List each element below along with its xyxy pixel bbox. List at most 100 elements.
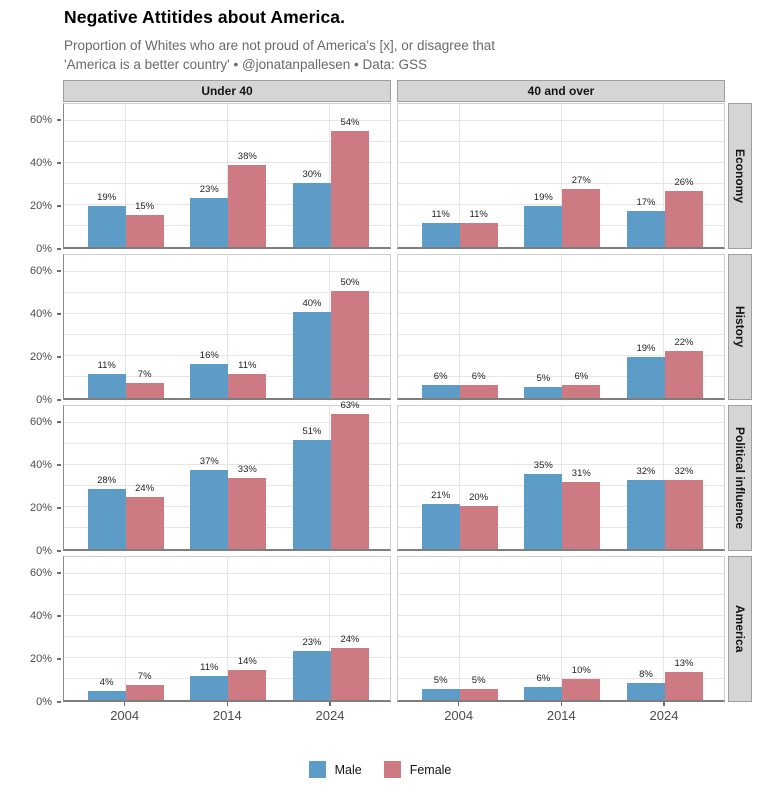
facet-strip-40-and-over: 40 and over	[397, 80, 725, 102]
bar-value-label: 15%	[135, 200, 155, 212]
bar-female	[562, 678, 601, 700]
gridline-horizontal	[64, 333, 390, 335]
gridline-horizontal	[64, 635, 390, 637]
bar-value-label: 21%	[431, 489, 451, 501]
bar-male	[421, 223, 460, 247]
facet-strip-label: Political influence	[733, 426, 747, 530]
x-tick-label: 2024	[649, 708, 679, 723]
y-tick-label: 20%	[29, 653, 52, 666]
gridline-horizontal	[64, 312, 390, 314]
bar-female	[125, 214, 164, 247]
bar-male	[87, 206, 126, 247]
bar-value-label: 23%	[302, 636, 322, 648]
bar-male	[190, 197, 229, 247]
gridline-vertical	[125, 406, 127, 549]
y-tick-mark	[57, 507, 61, 509]
gridline-horizontal	[64, 140, 390, 142]
bar-male	[87, 691, 126, 700]
y-tick-mark	[57, 615, 61, 617]
bar-value-label: 11%	[97, 360, 116, 372]
bar-male	[421, 503, 460, 549]
bar-male	[524, 473, 563, 549]
bar-female	[228, 165, 267, 247]
bar-male	[626, 357, 665, 398]
bar-female	[664, 480, 703, 549]
gridline-horizontal	[398, 656, 724, 658]
bar-female	[125, 497, 164, 549]
y-tick-mark	[57, 550, 61, 552]
gridline-vertical	[663, 104, 665, 247]
gridline-vertical	[125, 104, 127, 247]
bar-value-label: 6%	[536, 673, 551, 685]
bar-male	[292, 182, 331, 247]
gridline-horizontal	[398, 677, 724, 679]
bar-value-label: 19%	[636, 343, 656, 355]
bar-value-label: 5%	[433, 675, 448, 687]
bar-value-label: 10%	[571, 664, 591, 676]
gridline-horizontal	[398, 572, 724, 574]
bar-female	[330, 131, 369, 247]
y-tick-mark	[57, 119, 61, 121]
bar-female	[228, 669, 267, 700]
bar-value-label: 51%	[302, 425, 322, 437]
gridline-horizontal	[398, 312, 724, 314]
bar-value-label: 6%	[471, 371, 486, 383]
chart-subtitle-line-2: 'America is a better country' • @jonatan…	[64, 57, 427, 72]
facet-strip-label: America	[733, 605, 747, 653]
gridline-horizontal	[398, 593, 724, 595]
bar-value-label: 6%	[433, 371, 448, 383]
bar-value-label: 37%	[199, 455, 219, 467]
bar-male	[421, 385, 460, 398]
bar-female	[228, 374, 267, 398]
chart-subtitle: Proportion of Whites who are not proud o…	[64, 36, 495, 74]
gridline-vertical	[459, 255, 461, 398]
bar-value-label: 63%	[340, 399, 360, 411]
x-tick-label: 2014	[212, 708, 242, 723]
bar-value-label: 27%	[571, 175, 591, 187]
x-tick-mark	[123, 702, 126, 706]
bar-value-label: 11%	[431, 209, 450, 221]
bar-value-label: 20%	[469, 492, 489, 504]
gridline-vertical	[227, 104, 229, 247]
gridline-vertical	[227, 255, 229, 398]
y-tick-mark	[57, 205, 61, 207]
gridline-vertical	[561, 104, 563, 247]
bar-male	[87, 374, 126, 398]
facet-strip-america: America	[728, 556, 752, 702]
bar-female	[125, 382, 164, 398]
y-tick-mark	[57, 421, 61, 423]
y-tick-label: 40%	[29, 610, 52, 623]
bar-male	[292, 312, 331, 398]
bar-value-label: 11%	[200, 662, 219, 674]
bar-value-label: 5%	[471, 675, 486, 687]
gridline-horizontal	[398, 442, 724, 444]
y-tick-label: 0%	[36, 545, 52, 557]
x-tick-label: 2014	[546, 708, 576, 723]
gridline-vertical	[561, 255, 563, 398]
bar-value-label: 7%	[137, 368, 152, 380]
chart-subtitle-line-1: Proportion of Whites who are not proud o…	[64, 38, 496, 53]
gridline-horizontal	[64, 421, 390, 423]
gridline-vertical	[459, 557, 461, 700]
gridline-vertical	[459, 104, 461, 247]
bar-female	[459, 506, 498, 549]
bar-male	[524, 387, 563, 398]
y-tick-label: 60%	[29, 567, 52, 580]
bar-value-label: 16%	[199, 349, 219, 361]
bar-female	[664, 191, 703, 247]
bar-female	[459, 689, 498, 700]
gridline-horizontal	[398, 119, 724, 121]
bar-value-label: 13%	[674, 658, 694, 670]
gridline-horizontal	[64, 161, 390, 163]
x-tick-mark	[226, 702, 229, 706]
bar-male	[524, 206, 563, 247]
x-tick-mark	[560, 702, 563, 706]
bar-female	[459, 385, 498, 398]
panel-history-under-40: 11% 7% 16% 11% 40% 50%	[63, 254, 391, 400]
bar-value-label: 28%	[97, 474, 117, 486]
gridline-vertical	[561, 557, 563, 700]
gridline-horizontal	[398, 182, 724, 184]
bar-male	[190, 676, 229, 700]
gridline-horizontal	[398, 635, 724, 637]
